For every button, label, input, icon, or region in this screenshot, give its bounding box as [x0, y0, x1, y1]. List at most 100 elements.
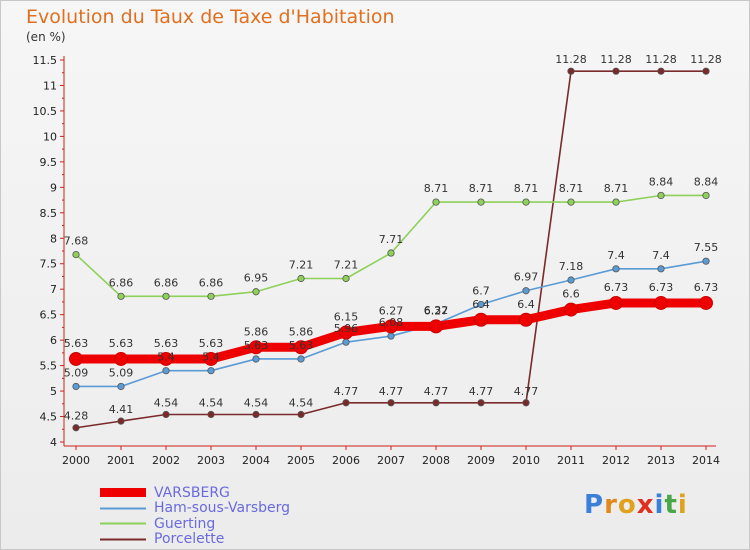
legend-item-porcelette: Porcelette [100, 531, 290, 547]
data-label: 5.09 [109, 366, 134, 379]
data-point [339, 325, 353, 340]
data-point [702, 67, 710, 75]
data-point [162, 367, 170, 375]
data-label: 6.6 [562, 288, 580, 301]
legend-swatch-guerting [100, 522, 146, 525]
data-label: 5.86 [244, 325, 269, 338]
x-tick-label: 2001 [107, 454, 135, 467]
data-label: 8.71 [424, 182, 449, 195]
data-label: 6.08 [379, 316, 404, 329]
chart-subtitle: (en %) [26, 30, 66, 44]
chart-title: Evolution du Taux de Taxe d'Habitation [26, 6, 395, 28]
data-label: 5.09 [64, 366, 89, 379]
data-label: 5.63 [244, 339, 269, 352]
data-label: 6.73 [649, 281, 674, 294]
data-point [249, 340, 263, 355]
y-tick-label: 7.5 [40, 258, 58, 271]
logo-letter: i [677, 490, 688, 520]
legend-item-varsberg: VARSBERG [100, 485, 290, 501]
data-label: 5.63 [64, 337, 89, 350]
data-point [522, 287, 530, 295]
data-point [612, 265, 620, 273]
logo-letter: i [654, 490, 665, 520]
data-label: 4.54 [289, 396, 314, 409]
legend-label-ham-sous-varsberg: Ham-sous-Varsberg [154, 500, 291, 517]
data-label: 6.86 [199, 276, 224, 289]
data-point [72, 424, 80, 432]
x-tick-label: 2000 [62, 454, 90, 467]
data-point [297, 355, 305, 363]
data-label: 4.77 [469, 385, 494, 398]
y-tick-label: 9.5 [40, 156, 58, 169]
data-label: 5.96 [334, 322, 359, 335]
y-tick-label: 7 [50, 283, 57, 296]
data-label: 7.18 [559, 260, 584, 273]
legend-swatch-varsberg [100, 488, 146, 498]
data-label: 7.21 [289, 259, 314, 272]
data-label: 5.4 [157, 351, 175, 364]
y-tick-label: 10 [43, 130, 57, 143]
logo-letter: r [604, 490, 618, 520]
data-point [564, 302, 578, 317]
data-label: 8.71 [559, 182, 584, 195]
data-point [474, 312, 488, 327]
data-label: 5.63 [199, 337, 224, 350]
data-label: 6.32 [424, 304, 449, 317]
data-point [117, 292, 125, 300]
data-point [252, 410, 260, 419]
data-label: 6.27 [379, 304, 404, 317]
data-point [612, 198, 620, 206]
data-point [69, 351, 83, 366]
data-label: 5.63 [289, 339, 314, 352]
data-point [114, 351, 128, 366]
data-point [567, 198, 575, 206]
x-tick-label: 2006 [332, 454, 360, 467]
data-point [72, 250, 80, 259]
data-point [567, 67, 575, 75]
data-point [477, 399, 485, 407]
y-tick-label: 6.5 [40, 309, 58, 322]
y-tick-label: 8.5 [40, 207, 58, 220]
data-point [252, 288, 260, 296]
data-label: 7.68 [64, 235, 89, 248]
logo-letter: o [617, 490, 637, 520]
data-label: 11.28 [600, 53, 632, 66]
data-label: 6.27 [424, 304, 449, 317]
y-tick-label: 8 [50, 232, 57, 245]
data-point [657, 67, 665, 75]
data-label: 8.71 [469, 182, 494, 195]
x-tick-label: 2004 [242, 454, 270, 467]
data-point [294, 340, 308, 355]
data-point [342, 338, 350, 346]
data-label: 11.28 [555, 53, 587, 66]
legend-item-ham-sous-varsberg: Ham-sous-Varsberg [100, 500, 291, 517]
legend-label-guerting: Guerting [154, 515, 216, 532]
x-tick-label: 2009 [467, 454, 495, 467]
legend-item-guerting: Guerting [100, 516, 290, 532]
proxiti-logo: Proxiti [584, 490, 688, 520]
data-point [162, 292, 170, 300]
data-point [207, 292, 215, 300]
x-tick-label: 2008 [422, 454, 450, 467]
x-tick-label: 2005 [287, 454, 315, 467]
data-label: 4.41 [109, 403, 134, 416]
data-point [477, 300, 485, 309]
data-label: 8.71 [514, 182, 539, 195]
data-point [522, 198, 530, 206]
y-tick-label: 10.5 [33, 105, 58, 118]
data-point [117, 382, 125, 391]
legend-swatch-ham-sous-varsberg [100, 507, 146, 510]
y-tick-label: 4.5 [40, 411, 58, 424]
data-point [522, 399, 530, 407]
x-tick-label: 2007 [377, 454, 405, 467]
data-label: 8.84 [649, 175, 674, 188]
data-point [702, 257, 710, 265]
data-label: 4.77 [514, 385, 539, 398]
data-label: 8.71 [604, 182, 629, 195]
data-label: 4.28 [64, 410, 89, 423]
data-point [477, 198, 485, 206]
x-tick-label: 2012 [602, 454, 630, 467]
y-tick-label: 5 [50, 385, 57, 398]
